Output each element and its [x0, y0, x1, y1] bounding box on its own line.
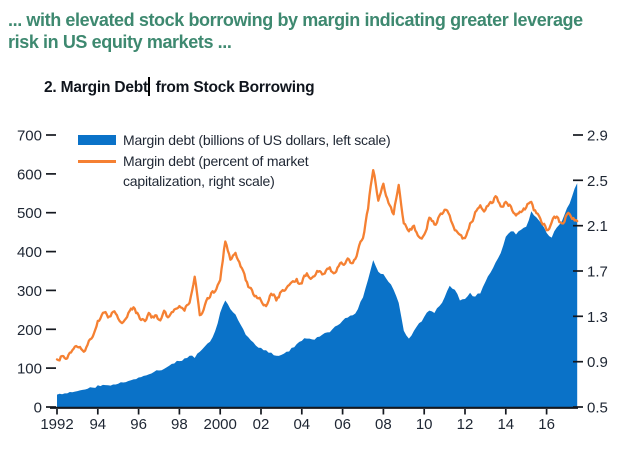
right-axis-tick-label: 1.3 [587, 309, 608, 326]
left-axis-tick-label: 0 [34, 400, 42, 417]
legend-label-margin-debt-billions: Margin debt (billions of US dollars, lef… [123, 132, 391, 148]
x-axis-tick-label: 14 [497, 416, 514, 433]
x-axis-tick-label: 94 [89, 416, 106, 433]
chart-legend: Margin debt (billions of US dollars, lef… [78, 130, 391, 192]
right-axis-tick-label: 0.9 [587, 354, 608, 371]
headline-line-2: risk in US equity markets ... [8, 32, 232, 52]
panel-title[interactable]: 2. Margin Debt from Stock Borrowing [44, 77, 315, 97]
right-axis-tick-label: 0.5 [587, 400, 608, 417]
headline-line-1: ... with elevated stock borrowing by mar… [8, 10, 583, 30]
left-axis-tick-label: 700 [17, 128, 42, 145]
area-series-margin-debt-billions [57, 183, 578, 407]
right-axis-tick-label: 2.1 [587, 218, 608, 235]
line-series-margin-debt-percent [55, 168, 579, 362]
x-axis-tick-label: 12 [457, 416, 474, 433]
x-axis-tick-label: 1992 [40, 416, 73, 433]
left-axis-tick-label: 500 [17, 205, 42, 222]
report-headline: ... with elevated stock borrowing by mar… [8, 9, 638, 53]
left-axis-tick-label: 300 [17, 283, 42, 300]
text-cursor [148, 77, 150, 96]
legend-line-swatch-icon [78, 160, 116, 163]
panel-title-after-cursor: from Stock Borrowing [151, 79, 315, 96]
left-axis-tick-label: 100 [17, 361, 42, 378]
x-axis-tick-label: 02 [253, 416, 270, 433]
legend-row-margin-debt-billions: Margin debt (billions of US dollars, lef… [78, 130, 391, 150]
x-axis-tick-label: 04 [293, 416, 310, 433]
x-axis-tick-label: 06 [334, 416, 351, 433]
x-axis-tick-label: 96 [130, 416, 147, 433]
x-axis-tick-label: 16 [538, 416, 555, 433]
x-axis-tick-label: 10 [416, 416, 433, 433]
x-axis-tick-label: 08 [375, 416, 392, 433]
left-axis-tick-label: 400 [17, 244, 42, 261]
legend-area-swatch-icon [78, 135, 116, 145]
x-axis-tick-label: 2000 [204, 416, 237, 433]
legend-row-margin-debt-percent: Margin debt (percent of market capitaliza… [78, 151, 390, 191]
right-axis-tick-label: 2.9 [587, 128, 608, 145]
right-axis-tick-label: 2.5 [587, 173, 608, 190]
left-axis-tick-label: 200 [17, 322, 42, 339]
x-axis-tick-label: 98 [171, 416, 188, 433]
legend-label-margin-debt-percent: Margin debt (percent of market capitaliza… [123, 153, 309, 189]
left-axis-tick-label: 600 [17, 166, 42, 183]
panel-title-before-cursor: 2. Margin Debt [44, 79, 148, 96]
right-axis-tick-label: 1.7 [587, 264, 608, 281]
